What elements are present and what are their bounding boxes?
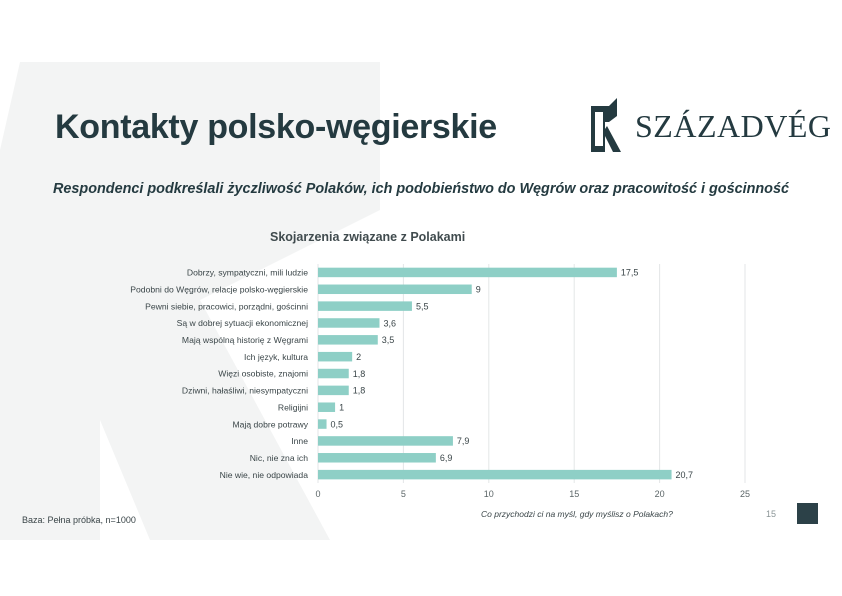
data-label: 1,8 [353,369,366,379]
category-label: Podobni do Węgrów, relacje polsko-węgier… [130,284,308,294]
page-title: Kontakty polsko-węgierskie [55,108,497,146]
bar [318,267,617,278]
data-label: 1,8 [353,386,366,396]
bar [318,436,453,446]
data-label: 17,5 [621,268,639,278]
x-tick-label: 0 [315,489,320,499]
page-number: 15 [766,509,777,519]
bar [318,368,349,379]
category-label: Pewni siebie, pracowici, porządni, gości… [145,301,308,311]
category-label: Są w dobrej sytuacji ekonomicznej [177,318,308,328]
brand-logo-text: SZÁZADVÉG [635,108,832,144]
data-label: 7,9 [457,436,470,446]
corner-square-decoration [797,503,818,524]
bar [318,385,349,396]
bar [318,284,472,295]
bar [318,419,327,429]
bar [318,351,353,362]
brand-emblem-icon [591,98,621,152]
bar [318,469,672,480]
bar [318,335,378,345]
bar [318,402,336,412]
x-tick-label: 15 [569,489,579,499]
data-label: 3,5 [382,335,395,345]
brand-logo: SZÁZADVÉG [587,98,831,156]
data-label: 1 [339,403,344,413]
category-label: Dziwni, hałaśliwi, niesympatyczni [182,386,308,396]
bar [318,318,380,328]
bar [318,301,412,311]
chart-title: Skojarzenia związane z Polakami [270,230,466,244]
category-label: Nie wie, nie odpowiada [220,470,309,480]
survey-question: Co przychodzi ci na myśl, gdy myślisz o … [481,509,673,519]
data-label: 5,5 [416,301,429,311]
category-label: Nic, nie zna ich [250,453,308,463]
x-tick-label: 10 [484,489,494,499]
bar [318,453,436,463]
category-label: Ich język, kultura [244,352,308,362]
data-label: 0,5 [331,419,344,429]
category-label: Więzi osobiste, znajomi [218,369,308,379]
x-tick-label: 25 [740,489,750,499]
category-label: Mają dobre potrawy [233,419,309,429]
category-label: Dobrzy, sympatyczni, mili ludzie [187,268,308,278]
sample-base-note: Baza: Pełna próbka, n=1000 [22,515,136,525]
x-tick-label: 20 [655,489,665,499]
category-label: Inne [291,436,308,446]
data-label: 2 [356,352,361,362]
data-label: 6,9 [440,453,453,463]
x-tick-label: 5 [401,489,406,499]
category-label: Religijni [278,402,308,412]
data-label: 3,6 [383,318,396,328]
data-label: 20,7 [676,470,694,480]
page-subtitle: Respondenci podkreślali życzliwość Polak… [53,181,789,197]
category-label: Mają wspólną historię z Węgrami [182,335,308,345]
data-label: 9 [476,285,481,295]
